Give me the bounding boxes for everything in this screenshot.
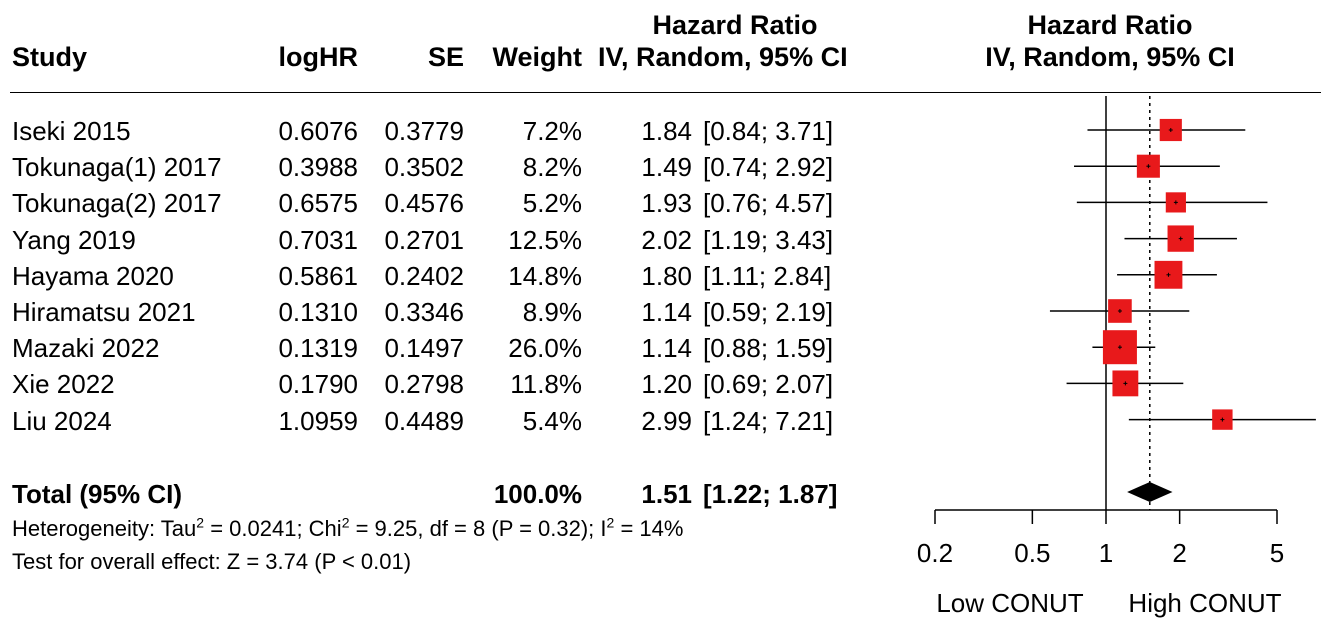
row-study: Hiramatsu 2021 xyxy=(12,297,196,327)
header-divider xyxy=(10,92,1321,93)
row-study: Liu 2024 xyxy=(12,405,112,436)
plot-header-line2: IV, Random, 95% CI xyxy=(985,42,1235,72)
row-hr: 1.49 xyxy=(641,152,692,183)
row-ci: [0.84; 3.71] xyxy=(703,116,834,146)
row-weight: 7.2% xyxy=(522,116,582,146)
row-study: Tokunaga(1) 2017 xyxy=(12,152,222,183)
row-se: 0.3779 xyxy=(384,116,464,146)
row-se: 0.1497 xyxy=(384,333,464,364)
row-hr: 1.84 xyxy=(641,116,692,146)
row-se: 0.4489 xyxy=(384,405,464,436)
row-loghr: 0.5861 xyxy=(278,260,358,291)
row-study: Iseki 2015 xyxy=(12,116,131,146)
total-weight: 100.0% xyxy=(493,479,582,509)
row-study: Yang 2019 xyxy=(12,224,136,255)
row-ci: [0.88; 1.59] xyxy=(703,333,834,364)
pooled-diamond xyxy=(1127,482,1173,502)
row-weight: 26.0% xyxy=(508,333,582,364)
row-se: 0.2701 xyxy=(384,224,464,255)
row-ci: [0.59; 2.19] xyxy=(703,297,834,327)
row-study: Xie 2022 xyxy=(12,369,115,400)
x-tick-label: 0.5 xyxy=(1014,538,1050,568)
row-loghr: 0.3988 xyxy=(278,152,358,183)
header-weight: Weight xyxy=(492,42,583,72)
high-conut-label: High CONUT xyxy=(1128,588,1281,618)
row-se: 0.2798 xyxy=(384,369,464,400)
row-ci: [0.69; 2.07] xyxy=(703,369,834,400)
row-se: 0.2402 xyxy=(384,260,464,291)
row-loghr: 1.0959 xyxy=(278,405,358,436)
row-weight: 5.2% xyxy=(522,188,582,219)
row-hr: 1.20 xyxy=(641,369,692,400)
row-hr: 2.02 xyxy=(641,224,692,255)
row-loghr: 0.1790 xyxy=(278,369,358,400)
row-weight: 8.2% xyxy=(522,152,582,183)
row-weight: 5.4% xyxy=(522,405,582,436)
row-hr: 1.80 xyxy=(641,260,692,291)
row-study: Mazaki 2022 xyxy=(12,333,160,364)
row-se: 0.4576 xyxy=(384,188,464,219)
x-tick-label: 5 xyxy=(1270,538,1284,568)
row-weight: 12.5% xyxy=(508,224,582,255)
row-se: 0.3502 xyxy=(384,152,464,183)
row-weight: 14.8% xyxy=(508,260,582,291)
x-tick-label: 1 xyxy=(1099,538,1113,568)
plot-header-line1: Hazard Ratio xyxy=(1027,10,1193,40)
row-weight: 11.8% xyxy=(510,369,582,400)
heterogeneity-text: Heterogeneity: Tau2 = 0.0241; Chi2 = 9.2… xyxy=(12,514,684,541)
total-ci: [1.22; 1.87] xyxy=(703,479,838,509)
row-ci: [0.76; 4.57] xyxy=(703,188,834,219)
header-study: Study xyxy=(12,42,88,72)
row-weight: 8.9% xyxy=(522,297,582,327)
row-loghr: 0.1310 xyxy=(278,297,358,327)
header-hr-line2: IV, Random, 95% CI xyxy=(598,42,848,72)
row-loghr: 0.7031 xyxy=(278,224,358,255)
row-hr: 1.93 xyxy=(641,188,692,219)
row-ci: [0.74; 2.92] xyxy=(703,152,834,183)
row-hr: 2.99 xyxy=(641,405,692,436)
total-label: Total (95% CI) xyxy=(12,479,182,509)
row-hr: 1.14 xyxy=(641,297,692,327)
row-study: Tokunaga(2) 2017 xyxy=(12,188,222,219)
overall-effect-text: Test for overall effect: Z = 3.74 (P < 0… xyxy=(12,549,412,574)
header-hr-line1: Hazard Ratio xyxy=(652,10,818,40)
row-ci: [1.19; 3.43] xyxy=(703,224,834,255)
row-ci: [1.24; 7.21] xyxy=(703,405,834,436)
header-loghr: logHR xyxy=(278,42,358,72)
row-loghr: 0.6076 xyxy=(278,116,358,146)
x-tick-label: 0.2 xyxy=(917,538,953,568)
row-loghr: 0.1319 xyxy=(278,333,358,364)
row-se: 0.3346 xyxy=(384,297,464,327)
row-hr: 1.14 xyxy=(641,333,692,364)
x-tick-label: 2 xyxy=(1172,538,1186,568)
row-loghr: 0.6575 xyxy=(278,188,358,219)
low-conut-label: Low CONUT xyxy=(936,588,1083,618)
row-study: Hayama 2020 xyxy=(12,260,174,291)
header-se: SE xyxy=(427,42,464,72)
total-hr: 1.51 xyxy=(641,479,692,509)
row-ci: [1.11; 2.84] xyxy=(703,260,832,291)
